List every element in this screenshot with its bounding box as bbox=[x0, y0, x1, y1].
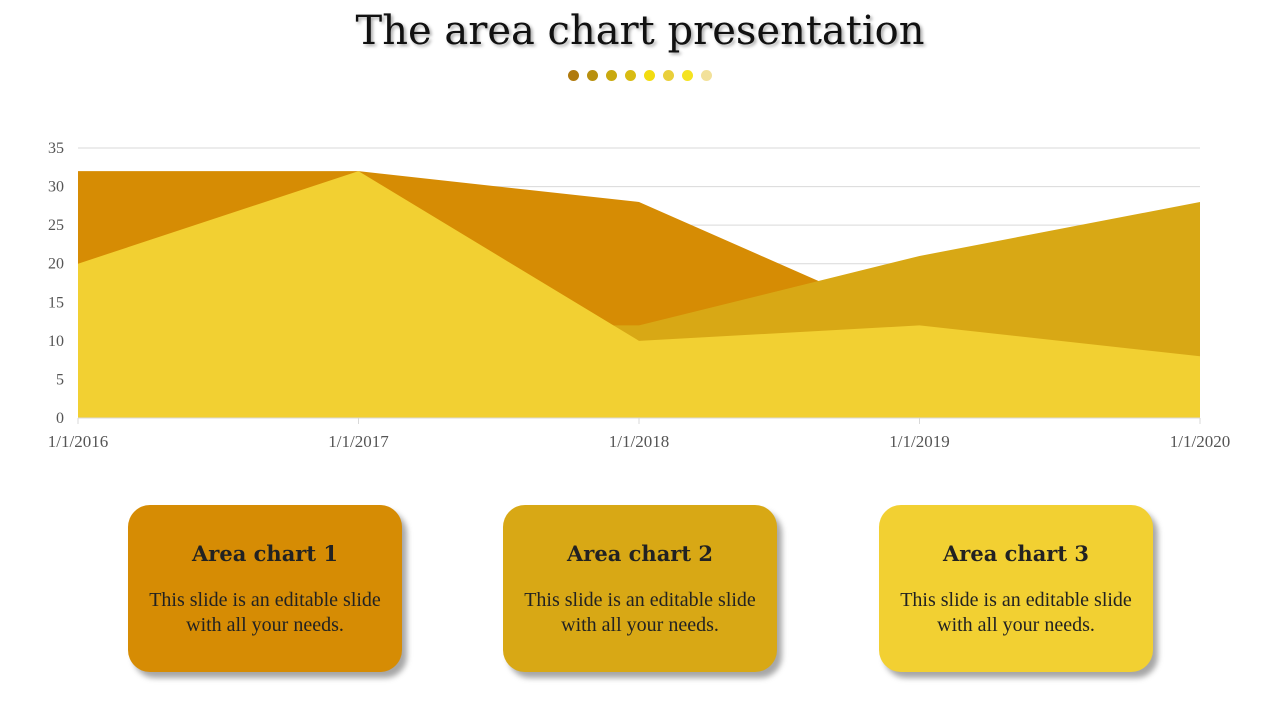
card-title: Area chart 2 bbox=[567, 541, 713, 566]
decor-dot bbox=[682, 70, 693, 81]
decor-dot bbox=[606, 70, 617, 81]
decor-dot bbox=[568, 70, 579, 81]
x-tick-label: 1/1/2020 bbox=[1170, 432, 1230, 451]
y-tick-label: 10 bbox=[48, 333, 64, 350]
area-chart: 0 5 10 15 20 25 30 35 1/1/2016 1/1/2017 1/1/2018 1/… bbox=[48, 140, 1230, 451]
y-tick-label: 5 bbox=[56, 371, 64, 388]
area-series-3 bbox=[78, 171, 1200, 418]
y-tick-label: 15 bbox=[48, 294, 64, 311]
x-tick-label: 1/1/2017 bbox=[328, 432, 389, 451]
decor-dot bbox=[587, 70, 598, 81]
decor-dot bbox=[644, 70, 655, 81]
card-text: This slide is an editable slide with all… bbox=[524, 589, 756, 636]
card-title: Area chart 3 bbox=[943, 541, 1089, 566]
area-chart-1-card: Area chart 1 This slide is an editable s… bbox=[128, 505, 402, 672]
card-text: This slide is an editable slide with all… bbox=[900, 589, 1132, 636]
decor-dot bbox=[701, 70, 712, 81]
x-tick-label: 1/1/2016 bbox=[48, 432, 108, 451]
decorative-dots bbox=[0, 70, 1280, 81]
y-tick-label: 30 bbox=[48, 179, 64, 196]
decor-dot bbox=[625, 70, 636, 81]
card-title: Area chart 1 bbox=[192, 541, 338, 566]
slide-title: The area chart presentation bbox=[355, 8, 925, 54]
y-tick-label: 20 bbox=[48, 256, 64, 273]
y-tick-label: 25 bbox=[48, 217, 64, 234]
card-text: This slide is an editable slide with all… bbox=[149, 589, 381, 636]
y-tick-label: 35 bbox=[48, 140, 64, 157]
area-chart-2-card: Area chart 2 This slide is an editable s… bbox=[503, 505, 777, 672]
x-tick-label: 1/1/2019 bbox=[889, 432, 949, 451]
y-tick-label: 0 bbox=[56, 410, 64, 427]
x-tick-label: 1/1/2018 bbox=[609, 432, 669, 451]
decor-dot bbox=[663, 70, 674, 81]
area-chart-3-card: Area chart 3 This slide is an editable s… bbox=[879, 505, 1153, 672]
